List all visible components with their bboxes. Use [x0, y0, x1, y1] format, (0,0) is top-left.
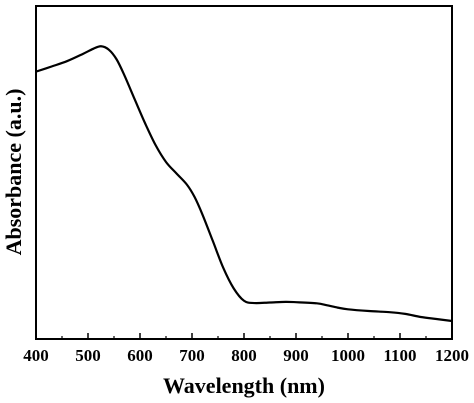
x-tick-label: 400: [23, 346, 49, 365]
x-axis-title: Wavelength (nm): [163, 373, 325, 398]
x-tick-label: 700: [179, 346, 205, 365]
x-tick-label: 1100: [383, 346, 416, 365]
y-axis-title: Absorbance (a.u.): [1, 89, 26, 256]
x-axis-ticks: [35, 333, 453, 339]
plot-frame: [35, 5, 453, 340]
x-axis-tick-labels: 400 500 600 700 800 900 1000 1100 1200: [23, 346, 469, 365]
x-tick-label: 1000: [331, 346, 365, 365]
x-tick-label: 800: [231, 346, 257, 365]
x-tick-label: 600: [127, 346, 153, 365]
x-tick-label: 500: [75, 346, 101, 365]
absorbance-line: [35, 45, 453, 323]
x-tick-label: 900: [283, 346, 309, 365]
x-tick-label: 1200: [435, 346, 469, 365]
